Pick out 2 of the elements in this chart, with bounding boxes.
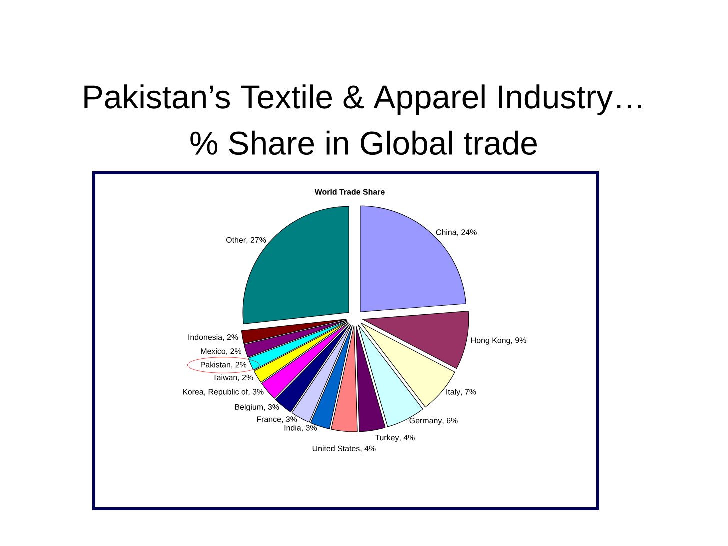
chart-subtitle: % Share in Global trade	[190, 130, 538, 156]
chart-title: Pakistan’s Textile & Apparel Industry…	[84, 84, 642, 116]
